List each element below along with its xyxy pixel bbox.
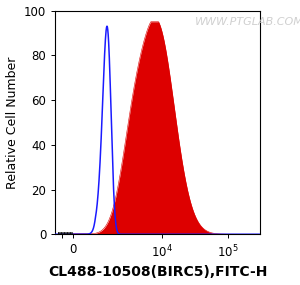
- Text: WWW.PTGLAB.COM: WWW.PTGLAB.COM: [194, 17, 300, 27]
- X-axis label: CL488-10508(BIRC5),FITC-H: CL488-10508(BIRC5),FITC-H: [48, 265, 267, 280]
- Y-axis label: Relative Cell Number: Relative Cell Number: [6, 56, 19, 189]
